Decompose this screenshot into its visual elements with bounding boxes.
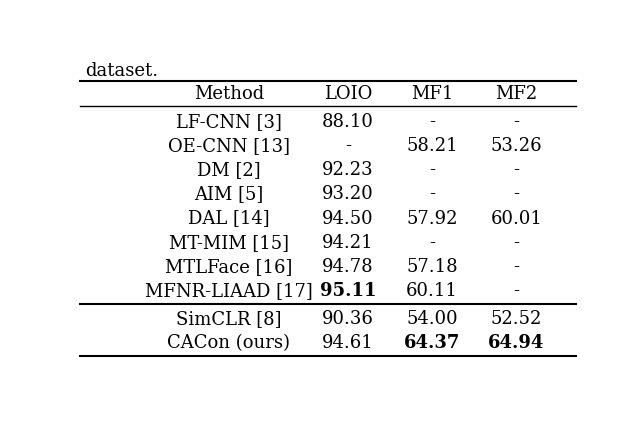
Text: 94.61: 94.61 — [322, 334, 374, 352]
Text: 94.21: 94.21 — [322, 233, 374, 252]
Text: MTLFace [16]: MTLFace [16] — [165, 258, 292, 276]
Text: -: - — [513, 282, 520, 300]
Text: 60.11: 60.11 — [406, 282, 458, 300]
Text: -: - — [345, 137, 351, 155]
Text: -: - — [429, 161, 435, 179]
Text: MT-MIM [15]: MT-MIM [15] — [169, 233, 289, 252]
Text: AIM [5]: AIM [5] — [194, 185, 264, 204]
Text: LF-CNN [3]: LF-CNN [3] — [176, 113, 282, 131]
Text: -: - — [513, 161, 520, 179]
Text: 94.78: 94.78 — [322, 258, 374, 276]
Text: -: - — [513, 233, 520, 252]
Text: 92.23: 92.23 — [322, 161, 374, 179]
Text: dataset.: dataset. — [85, 62, 158, 80]
Text: DAL [14]: DAL [14] — [188, 210, 269, 227]
Text: -: - — [429, 233, 435, 252]
Text: 58.21: 58.21 — [406, 137, 458, 155]
Text: LOIO: LOIO — [324, 85, 372, 103]
Text: 60.01: 60.01 — [490, 210, 543, 227]
Text: 64.37: 64.37 — [404, 334, 460, 352]
Text: 52.52: 52.52 — [491, 310, 542, 328]
Text: CACon (ours): CACon (ours) — [167, 334, 291, 352]
Text: Method: Method — [194, 85, 264, 103]
Text: MFNR-LIAAD [17]: MFNR-LIAAD [17] — [145, 282, 313, 300]
Text: -: - — [513, 113, 520, 131]
Text: DM [2]: DM [2] — [197, 161, 260, 179]
Text: 95.11: 95.11 — [319, 282, 376, 300]
Text: 64.94: 64.94 — [488, 334, 545, 352]
Text: -: - — [513, 185, 520, 204]
Text: 57.92: 57.92 — [406, 210, 458, 227]
Text: 57.18: 57.18 — [406, 258, 458, 276]
Text: 54.00: 54.00 — [406, 310, 458, 328]
Text: 90.36: 90.36 — [322, 310, 374, 328]
Text: 94.50: 94.50 — [322, 210, 374, 227]
Text: -: - — [429, 113, 435, 131]
Text: 88.10: 88.10 — [322, 113, 374, 131]
Text: MF1: MF1 — [411, 85, 453, 103]
Text: 53.26: 53.26 — [491, 137, 542, 155]
Text: OE-CNN [13]: OE-CNN [13] — [168, 137, 290, 155]
Text: SimCLR [8]: SimCLR [8] — [176, 310, 282, 328]
Text: -: - — [429, 185, 435, 204]
Text: MF2: MF2 — [495, 85, 538, 103]
Text: -: - — [513, 258, 520, 276]
Text: 93.20: 93.20 — [322, 185, 374, 204]
